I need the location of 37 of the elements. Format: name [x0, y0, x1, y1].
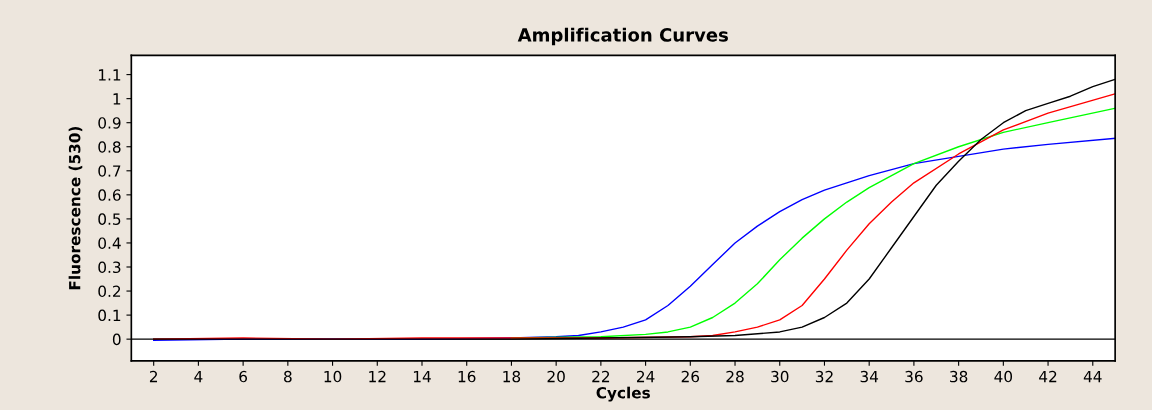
x-tick-label: 42	[1039, 370, 1057, 383]
x-tick-label: 36	[905, 370, 923, 383]
x-tick-label: 38	[950, 370, 968, 383]
x-tick-label: 32	[815, 370, 833, 383]
y-tick-label: 1.1	[98, 69, 121, 81]
x-tick-label: 20	[547, 370, 565, 383]
x-tick-label: 16	[458, 370, 476, 383]
x-tick-label: 22	[592, 370, 610, 383]
x-tick-label: 24	[636, 370, 655, 383]
x-tick-label: 14	[413, 370, 431, 383]
x-tick-label: 40	[994, 370, 1013, 383]
x-tick-label: 44	[1083, 370, 1102, 383]
x-axis-title: Cycles	[596, 386, 650, 402]
x-tick-label: 8	[284, 370, 292, 383]
y-tick-label: 0.1	[98, 309, 121, 322]
x-tick-label: 28	[726, 370, 744, 383]
y-tick-label: 0.8	[98, 141, 121, 153]
x-tick-label: 12	[369, 370, 386, 383]
y-axis-title: Fluorescence (530)	[68, 126, 83, 290]
y-tick-label: 0.3	[98, 261, 121, 274]
x-tick-label: 18	[503, 370, 521, 383]
y-tick-label: 0.2	[98, 285, 121, 298]
y-tick-label: 0.9	[98, 117, 121, 129]
y-tick-label: 0	[112, 333, 121, 346]
x-tick-label: 4	[194, 370, 203, 383]
y-tick-label: 0.5	[98, 213, 121, 225]
x-tick-label: 10	[324, 370, 342, 383]
x-tick-label: 34	[860, 370, 879, 383]
y-tick-label: 0.6	[98, 189, 121, 201]
x-tick-label: 30	[771, 370, 789, 383]
y-tick-label: 1	[113, 93, 121, 105]
chart-title: Amplification Curves	[517, 27, 728, 46]
x-tick-label: 6	[239, 370, 248, 383]
y-tick-label: 0.4	[98, 237, 121, 249]
x-tick-label: 2	[149, 370, 158, 383]
x-tick-label: 26	[681, 370, 700, 383]
y-tick-label: 0.7	[98, 165, 121, 177]
